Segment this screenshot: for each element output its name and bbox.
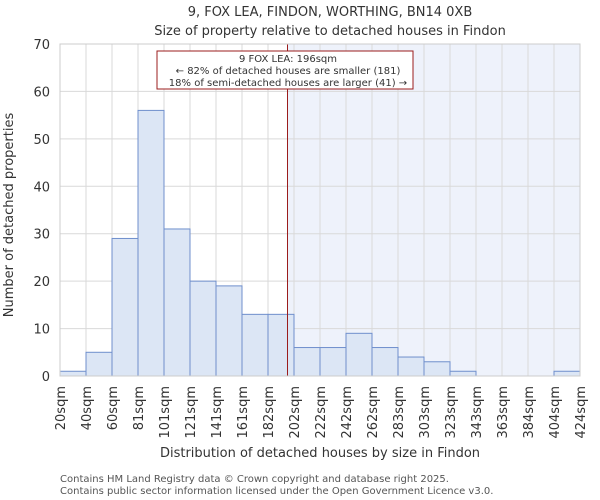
bar <box>189 280 217 377</box>
x-tick-label: 101sqm <box>158 386 173 439</box>
bar <box>449 370 477 377</box>
y-tick-label: 30 <box>33 228 50 243</box>
y-tick-label: 60 <box>33 85 50 100</box>
bar <box>111 237 139 377</box>
x-axis-label: Distribution of detached houses by size … <box>160 446 480 461</box>
x-tick-label: 222sqm <box>314 386 329 439</box>
x-tick-label: 323sqm <box>444 386 459 439</box>
x-tick-label: 424sqm <box>574 386 589 439</box>
y-tick-label: 0 <box>42 370 50 385</box>
y-tick-label: 70 <box>33 38 50 53</box>
bar <box>215 285 243 377</box>
bar <box>371 347 399 377</box>
x-tick-label: 242sqm <box>340 386 355 439</box>
annotation-line-3: 18% of semi-detached houses are larger (… <box>169 78 407 89</box>
x-axis: 20sqm 40sqm 60sqm 81sqm 101sqm 121sqm 141sqm 16… <box>54 386 589 439</box>
y-axis: 0 10 20 30 40 50 60 70 <box>33 38 50 385</box>
x-tick-label: 40sqm <box>80 386 95 430</box>
x-tick-label: 363sqm <box>496 386 511 439</box>
y-tick-label: 40 <box>33 180 50 195</box>
bar <box>241 313 269 377</box>
plot-area <box>59 43 581 377</box>
footer-copyright: Contains HM Land Registry data © Crown c… <box>60 474 449 485</box>
y-tick-label: 50 <box>33 133 50 148</box>
bar <box>59 370 87 377</box>
y-axis-label: Number of detached properties <box>2 113 17 318</box>
bar <box>293 347 321 377</box>
bar <box>267 313 295 377</box>
bar <box>345 332 373 377</box>
x-tick-label: 283sqm <box>392 386 407 439</box>
annotation-line-2: ← 82% of detached houses are smaller (18… <box>176 66 401 77</box>
x-tick-label: 343sqm <box>470 386 485 439</box>
bar <box>423 361 451 377</box>
x-tick-label: 60sqm <box>106 386 121 430</box>
x-tick-label: 262sqm <box>366 386 381 439</box>
bar <box>319 347 347 377</box>
x-tick-label: 81sqm <box>132 386 147 430</box>
x-tick-label: 20sqm <box>54 386 69 430</box>
footer-licence: Contains public sector information licen… <box>60 486 493 497</box>
x-tick-label: 141sqm <box>210 386 225 439</box>
x-tick-label: 404sqm <box>548 386 563 439</box>
y-tick-label: 10 <box>33 323 50 338</box>
x-tick-label: 182sqm <box>262 386 277 439</box>
annotation-box: 9 FOX LEA: 196sqm ← 82% of detached hous… <box>156 50 414 90</box>
chart-subtitle: Size of property relative to detached ho… <box>154 24 506 39</box>
x-tick-label: 384sqm <box>522 386 537 439</box>
larger-region-highlight <box>287 44 580 376</box>
x-tick-label: 303sqm <box>418 386 433 439</box>
bar <box>163 228 191 377</box>
x-tick-label: 161sqm <box>236 386 251 439</box>
x-tick-label: 202sqm <box>288 386 303 439</box>
bar <box>397 356 425 377</box>
y-tick-label: 20 <box>33 275 50 290</box>
annotation-line-1: 9 FOX LEA: 196sqm <box>239 54 337 65</box>
annotation-frame <box>156 50 414 90</box>
bar <box>137 109 165 377</box>
bar <box>85 351 113 377</box>
chart-title: 9, FOX LEA, FINDON, WORTHING, BN14 0XB <box>188 5 473 20</box>
bar <box>553 370 581 377</box>
x-tick-label: 121sqm <box>184 386 199 439</box>
